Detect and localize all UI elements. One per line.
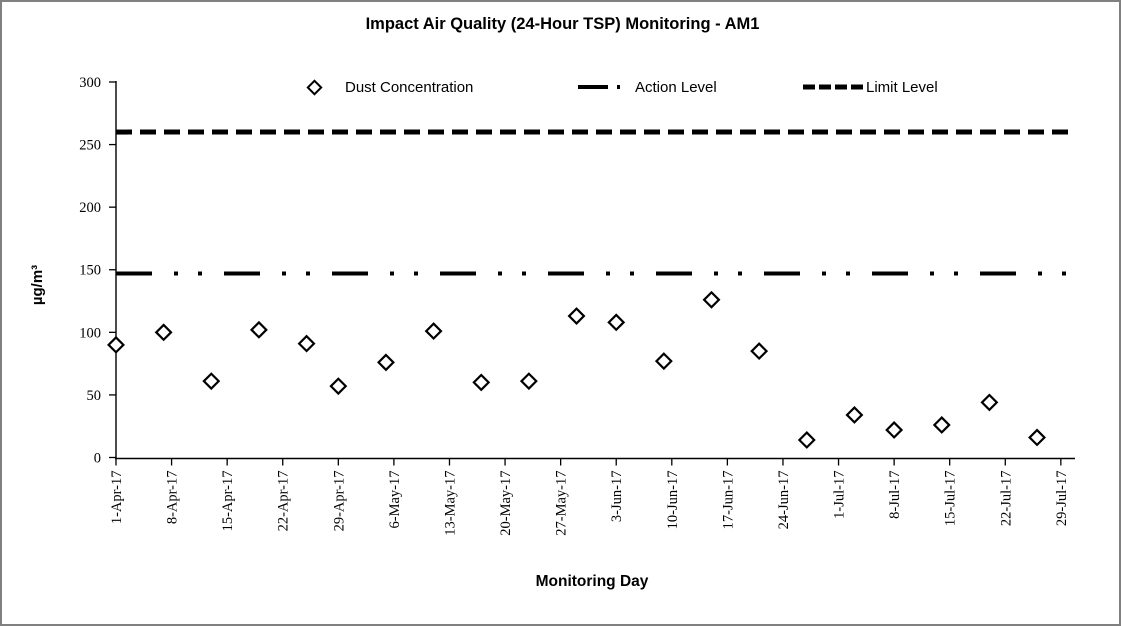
- dust-concentration-point: [845, 405, 864, 424]
- x-tick-label: 20-May-17: [498, 471, 514, 536]
- dust-concentration-point: [607, 313, 626, 332]
- y-tick-label: 0: [94, 451, 101, 467]
- x-tick-label: 8-Jul-17: [887, 471, 903, 519]
- dust-concentration-point: [980, 393, 999, 412]
- dust-concentration-point: [932, 416, 951, 434]
- legend-label: Limit Level: [866, 78, 938, 96]
- y-tick-label: 200: [79, 200, 101, 216]
- dust-concentration-point: [1028, 428, 1046, 447]
- y-tick-label: 300: [79, 75, 101, 91]
- dust-concentration-point: [702, 290, 721, 309]
- x-tick-label: 8-Apr-17: [165, 471, 181, 525]
- legend-item-action-level: Action Level: [578, 75, 717, 99]
- dust-concentration-point: [472, 373, 491, 392]
- x-tick-label: 27-May-17: [554, 471, 570, 536]
- x-tick-label: 10-Jun-17: [665, 471, 681, 530]
- x-tick-label: 24-Jun-17: [776, 471, 792, 530]
- dust-concentration-point: [107, 335, 125, 354]
- dust-concentration-point: [329, 377, 348, 396]
- x-tick-label: 6-May-17: [387, 471, 403, 529]
- y-tick-label: 250: [79, 138, 101, 154]
- dust-concentration-point: [654, 352, 673, 371]
- legend-item-dust-concentration: Dust Concentration: [306, 75, 473, 99]
- diamond-marker-icon: [306, 78, 323, 96]
- dust-concentration-point: [154, 323, 173, 342]
- x-tick-label: 17-Jun-17: [720, 471, 736, 530]
- x-tick-label: 29-Jul-17: [1054, 471, 1070, 527]
- legend-item-limit-level: Limit Level: [803, 75, 938, 99]
- x-tick-label: 1-Jul-17: [832, 471, 848, 519]
- dust-concentration-point: [377, 353, 395, 372]
- x-tick-label: 1-Apr-17: [109, 471, 125, 525]
- x-tick-label: 15-Jul-17: [943, 471, 959, 527]
- x-tick-label: 22-Jul-17: [998, 471, 1014, 527]
- dust-concentration-point: [424, 322, 443, 341]
- dust-concentration-point: [249, 320, 268, 339]
- y-tick-label: 150: [79, 263, 101, 279]
- dust-concentration-point: [297, 334, 316, 353]
- dust-concentration-point: [519, 372, 538, 391]
- y-tick-label: 100: [79, 325, 101, 341]
- legend-label: Dust Concentration: [345, 78, 474, 96]
- dust-concentration-point: [567, 307, 586, 326]
- chart-title: Impact Air Quality (24-Hour TSP) Monitor…: [365, 15, 760, 33]
- y-axis-title: µg/m³: [28, 264, 46, 306]
- legend-label: Action Level: [635, 78, 717, 96]
- dust-concentration-point: [750, 342, 769, 361]
- long-dash-dot-line-icon: [578, 85, 624, 89]
- x-tick-label: 22-Apr-17: [276, 471, 292, 532]
- x-tick-label: 3-Jun-17: [609, 471, 625, 523]
- y-tick-label: 50: [87, 388, 102, 404]
- x-tick-label: 29-Apr-17: [331, 471, 347, 532]
- dust-concentration-point: [202, 372, 221, 391]
- dust-concentration-point: [885, 421, 904, 439]
- dashed-line-icon: [803, 84, 863, 90]
- x-tick-label: 15-Apr-17: [220, 471, 236, 532]
- x-axis-title: Monitoring Day: [535, 573, 649, 590]
- dust-concentration-point: [797, 431, 816, 449]
- x-tick-label: 13-May-17: [442, 471, 458, 536]
